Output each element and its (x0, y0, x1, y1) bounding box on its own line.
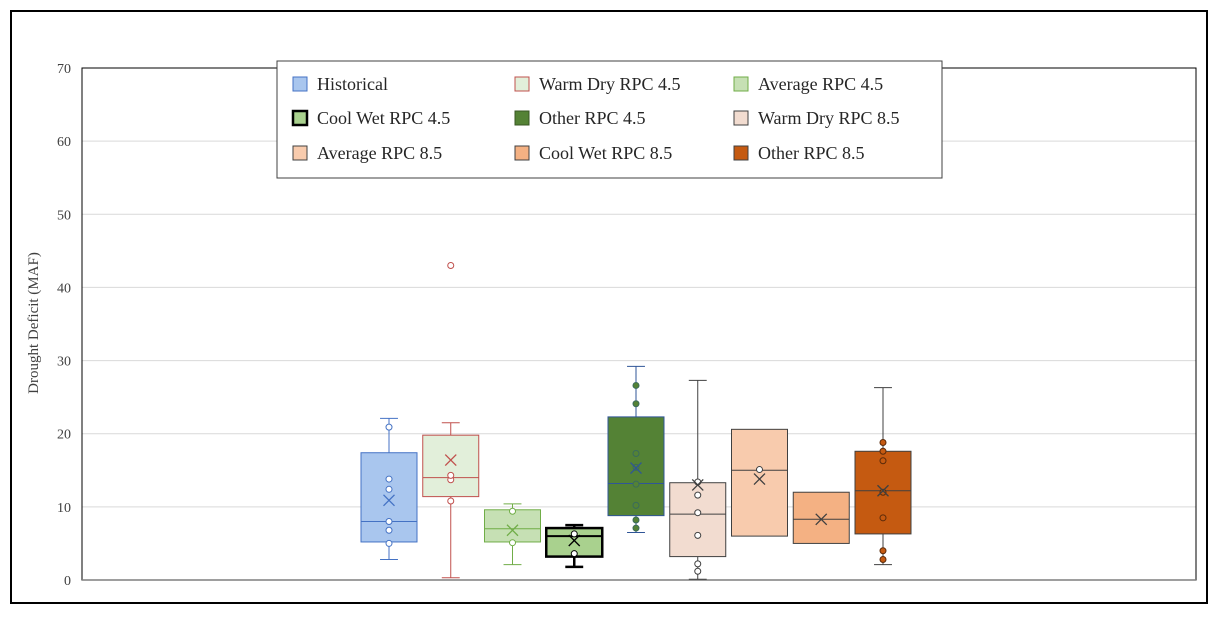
legend-swatch (514, 145, 530, 161)
legend: Historical Warm Dry RPC 4.5 Average RPC 4.… (276, 60, 943, 179)
data-point (694, 531, 702, 539)
box-average-rpc-4-5 (484, 503, 541, 566)
y-tick-label: 60 (57, 135, 71, 150)
data-point (447, 471, 455, 479)
data-point (385, 485, 393, 493)
box-series (360, 261, 912, 580)
data-point (879, 556, 887, 564)
data-point (632, 449, 640, 457)
data-point (570, 550, 578, 558)
data-point (694, 560, 702, 568)
y-tick-label: 50 (57, 208, 71, 223)
data-point (385, 517, 393, 525)
data-point (632, 400, 640, 408)
mean-marker (444, 454, 457, 467)
y-tick-label: 40 (57, 281, 71, 296)
data-point (632, 381, 640, 389)
legend-label: Other RPC 4.5 (539, 108, 646, 128)
data-point (879, 514, 887, 522)
box-warm-dry-rpc-4-5 (422, 261, 480, 579)
data-point (632, 516, 640, 524)
box-cool-wet-rpc-4-5 (545, 523, 604, 569)
y-tick-label: 10 (57, 501, 71, 516)
data-point (632, 524, 640, 532)
box-iqr (422, 434, 480, 498)
data-point (509, 507, 516, 515)
box-iqr (484, 509, 541, 543)
mean-marker (383, 494, 395, 507)
data-point (632, 480, 640, 488)
data-point (879, 547, 887, 555)
legend-label: Cool Wet RPC 8.5 (539, 143, 672, 163)
legend-swatch (733, 110, 749, 126)
mean-marker (815, 513, 828, 526)
box-iqr (792, 491, 850, 544)
data-point (879, 447, 887, 455)
data-point (756, 466, 763, 474)
mean-marker (753, 473, 766, 486)
data-point (694, 567, 702, 575)
y-axis-title: Drought Deficit (MAF) (26, 252, 42, 394)
data-point (879, 488, 887, 496)
data-point (385, 475, 393, 483)
mean-marker (506, 524, 519, 537)
legend-label: Historical (317, 74, 388, 94)
box-cool-wet-rpc-8-5 (792, 491, 850, 544)
data-point (694, 491, 702, 499)
legend-frame (276, 60, 943, 179)
legend-label: Average RPC 8.5 (317, 143, 442, 163)
y-tick-label: 20 (57, 428, 71, 443)
legend-label: Warm Dry RPC 8.5 (758, 108, 900, 128)
box-other-rpc-4-5 (607, 365, 665, 533)
legend-swatch (733, 76, 749, 92)
y-tick-label: 30 (57, 355, 71, 370)
data-point (879, 457, 887, 465)
legend-swatch (514, 76, 530, 92)
y-tick-label: 70 (57, 62, 71, 77)
data-point (509, 539, 516, 547)
data-point (385, 539, 393, 547)
legend-swatch (292, 76, 308, 92)
box-average-rpc-8-5 (731, 428, 788, 537)
data-point (632, 501, 640, 509)
legend-swatch (292, 145, 308, 161)
legend-label: Other RPC 8.5 (758, 143, 865, 163)
legend-label: Cool Wet RPC 4.5 (317, 108, 450, 128)
y-axis: 0 10 20 30 40 50 60 70 (57, 62, 1196, 589)
data-point (879, 438, 887, 446)
legend-swatch (733, 145, 749, 161)
mean-marker (877, 484, 889, 497)
box-historical (360, 417, 418, 561)
mean-marker (691, 478, 704, 491)
legend-swatch (291, 109, 309, 127)
legend-label: Average RPC 4.5 (758, 74, 883, 94)
data-point (385, 526, 393, 534)
box-warm-dry-rpc-8-5 (669, 379, 727, 580)
outlier-point (447, 261, 455, 269)
mean-marker (630, 462, 642, 475)
data-point (447, 497, 455, 505)
data-point (385, 423, 393, 431)
y-tick-label: 0 (64, 574, 71, 589)
mean-marker (568, 534, 581, 547)
data-point (694, 509, 702, 517)
box-iqr (731, 428, 788, 537)
data-point (570, 530, 578, 538)
legend-label: Warm Dry RPC 4.5 (539, 74, 681, 94)
legend-swatch (514, 110, 530, 126)
box-other-rpc-8-5 (854, 387, 912, 566)
